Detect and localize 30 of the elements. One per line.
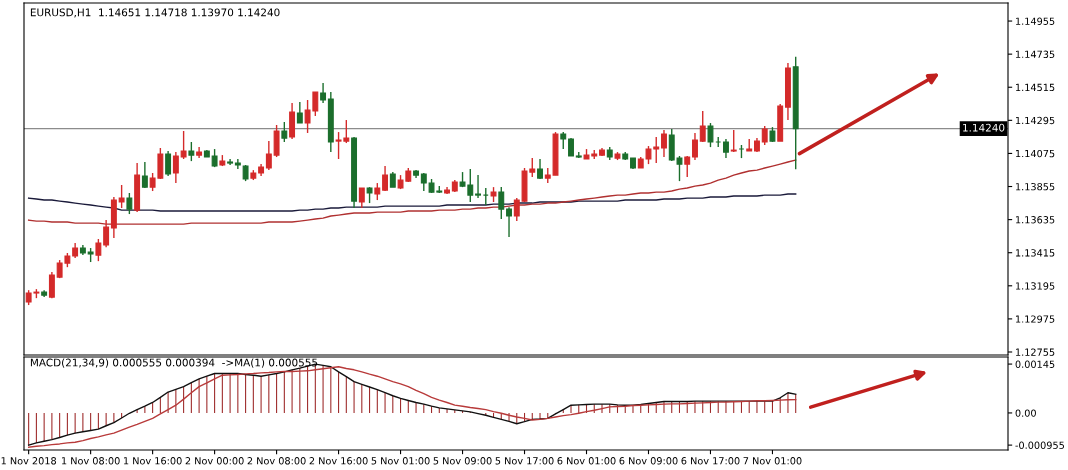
x-tick-label: 1 Nov 16:00	[124, 457, 182, 465]
x-tick-label: 1 Nov 08:00	[62, 457, 120, 465]
y-tick-label: 1.14735	[1016, 50, 1055, 58]
ref-line-label: 1.14240	[963, 123, 1005, 132]
y-tick-label: 1.12755	[1016, 348, 1055, 356]
y-tick-label: 1.12975	[1016, 315, 1055, 323]
x-tick-label: 6 Nov 17:00	[681, 457, 740, 465]
y-tick-label: 1.13855	[1016, 183, 1055, 191]
x-tick-label: 2 Nov 16:00	[309, 457, 368, 465]
y-tick-label: 0.00145	[1015, 360, 1055, 368]
chart-title: MACD(21,34,9) 0.000555 0.000394 ->MA(1) 0.000555	[30, 358, 318, 368]
chart-title: EURUSD,H1 1.14651 1.14718 1.13970 1.14240	[30, 8, 280, 18]
y-tick-label: 1.14075	[1016, 149, 1055, 158]
y-tick-label: 1.13415	[1016, 249, 1055, 257]
y-tick-label: 1.13195	[1016, 282, 1055, 290]
x-tick-label: 5 Nov 17:00	[495, 457, 554, 465]
y-tick-label: 1.14295	[1016, 116, 1055, 125]
x-tick-label: 6 Nov 09:00	[619, 457, 678, 465]
x-tick-label: 5 Nov 01:00	[371, 457, 430, 465]
x-tick-label: 2 Nov 08:00	[247, 457, 306, 465]
x-tick-label: 1 Nov 2018	[1, 457, 57, 465]
y-tick-label: 1.14955	[1016, 17, 1055, 25]
y-tick-label: -0.000955	[1015, 441, 1064, 449]
y-tick-label: 1.13635	[1016, 216, 1055, 224]
x-tick-label: 2 Nov 00:00	[185, 457, 244, 465]
y-tick-label: 0.00	[1015, 409, 1036, 417]
x-tick-label: 6 Nov 01:00	[557, 457, 616, 465]
x-tick-label: 5 Nov 09:00	[433, 457, 492, 465]
x-tick-label: 7 Nov 01:00	[743, 457, 802, 465]
y-tick-label: 1.14515	[1016, 83, 1055, 92]
